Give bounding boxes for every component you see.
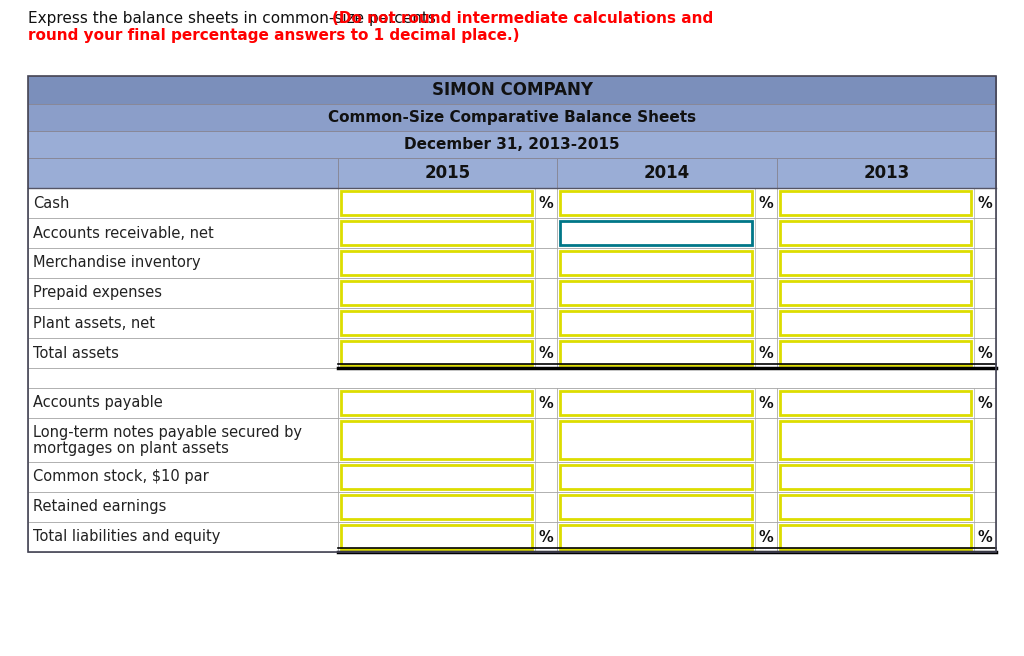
Text: %: % [539, 529, 554, 544]
Bar [779, 221, 971, 245]
Bar [341, 281, 532, 305]
Bar [28, 104, 996, 131]
Bar [779, 251, 971, 275]
Bar [28, 76, 996, 552]
Text: December 31, 2013-2015: December 31, 2013-2015 [404, 137, 620, 152]
Bar [779, 281, 971, 305]
Text: 2014: 2014 [644, 164, 690, 182]
Bar [779, 311, 971, 335]
Text: %: % [978, 529, 992, 544]
Text: Long-term notes payable secured by: Long-term notes payable secured by [33, 424, 302, 440]
Bar [341, 251, 532, 275]
Bar [560, 525, 752, 549]
Text: Prepaid expenses: Prepaid expenses [33, 285, 162, 300]
Text: %: % [539, 195, 554, 211]
Bar [28, 462, 996, 492]
Bar [779, 525, 971, 549]
Bar [779, 495, 971, 519]
Bar [341, 311, 532, 335]
Bar [341, 421, 532, 459]
Bar [28, 131, 996, 158]
Bar [341, 191, 532, 215]
Bar [341, 341, 532, 365]
Text: %: % [759, 195, 773, 211]
Bar [341, 465, 532, 489]
Text: 2015: 2015 [425, 164, 471, 182]
Bar [28, 278, 996, 308]
Bar [28, 188, 996, 218]
Bar [560, 495, 752, 519]
Text: %: % [978, 346, 992, 361]
Text: Common stock, $10 par: Common stock, $10 par [33, 470, 209, 485]
Bar [560, 421, 752, 459]
Text: 2013: 2013 [863, 164, 909, 182]
Bar [28, 76, 996, 104]
Bar [560, 191, 752, 215]
Text: Retained earnings: Retained earnings [33, 499, 166, 514]
Bar [560, 465, 752, 489]
Text: SIMON COMPANY: SIMON COMPANY [431, 81, 593, 99]
Text: Total assets: Total assets [33, 346, 119, 361]
Text: Total liabilities and equity: Total liabilities and equity [33, 529, 220, 544]
Text: round your final percentage answers to 1 decimal place.): round your final percentage answers to 1… [28, 28, 519, 43]
Text: %: % [978, 396, 992, 411]
Text: (Do not round intermediate calculations and: (Do not round intermediate calculations … [332, 11, 714, 26]
Text: Plant assets, net: Plant assets, net [33, 316, 155, 331]
Text: %: % [759, 346, 773, 361]
Bar [28, 308, 996, 338]
Bar [28, 522, 996, 552]
Text: Cash: Cash [33, 195, 70, 211]
Text: Accounts receivable, net: Accounts receivable, net [33, 226, 214, 241]
Text: %: % [759, 529, 773, 544]
Bar [560, 221, 752, 245]
Bar [28, 418, 996, 462]
Bar [28, 338, 996, 368]
Text: mortgages on plant assets: mortgages on plant assets [33, 440, 229, 455]
Text: Common-Size Comparative Balance Sheets: Common-Size Comparative Balance Sheets [328, 110, 696, 125]
Text: Express the balance sheets in common-size percents.: Express the balance sheets in common-siz… [28, 11, 445, 26]
Bar [28, 368, 996, 388]
Bar [341, 391, 532, 415]
Bar [28, 218, 996, 248]
Text: %: % [539, 346, 554, 361]
Bar [28, 388, 996, 418]
Bar [341, 495, 532, 519]
Bar [560, 311, 752, 335]
Text: Merchandise inventory: Merchandise inventory [33, 255, 201, 270]
Text: Accounts payable: Accounts payable [33, 396, 163, 411]
Text: %: % [978, 195, 992, 211]
Bar [779, 465, 971, 489]
Bar [28, 158, 996, 188]
Bar [341, 221, 532, 245]
Bar [341, 525, 532, 549]
Bar [779, 421, 971, 459]
Text: %: % [759, 396, 773, 411]
Bar [28, 248, 996, 278]
Bar [779, 341, 971, 365]
Bar [560, 251, 752, 275]
Bar [779, 191, 971, 215]
Bar [560, 281, 752, 305]
Bar [560, 341, 752, 365]
Bar [28, 492, 996, 522]
Bar [779, 391, 971, 415]
Text: %: % [539, 396, 554, 411]
Bar [560, 391, 752, 415]
